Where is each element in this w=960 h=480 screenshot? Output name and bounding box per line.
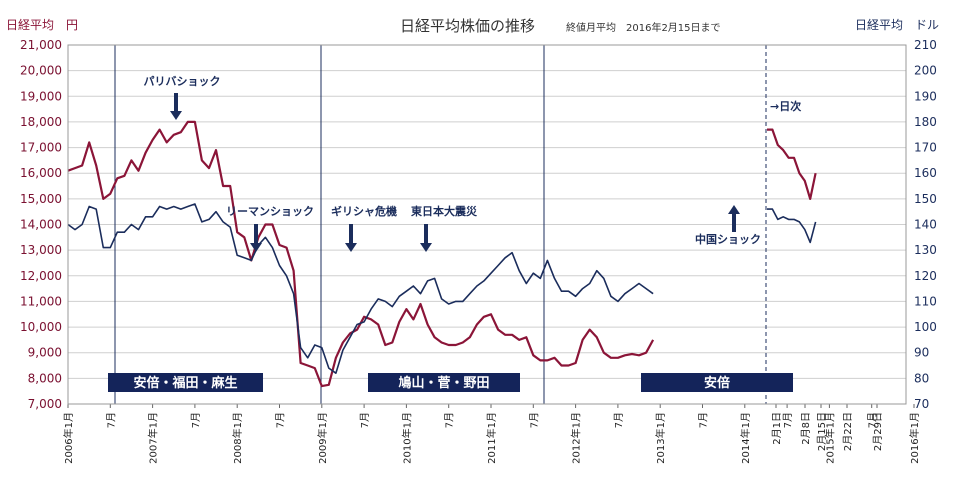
x-tick-label: 2009年1月	[316, 412, 329, 464]
x-tick-label: 7月	[698, 412, 710, 428]
annotation-label: 中国ショック	[695, 232, 761, 246]
left-tick-label: 11,000	[20, 294, 62, 308]
left-tick-label: 14,000	[20, 218, 62, 232]
x-tick-label: 2月15日	[816, 412, 828, 451]
x-tick-label: 7月	[105, 412, 117, 428]
right-tick-label: 120	[914, 269, 937, 283]
right-tick-label: 110	[914, 294, 937, 308]
era-label: 鳩山・菅・野田	[398, 375, 489, 391]
x-tick-label: 2月22日	[842, 412, 854, 451]
x-tick-label: 7月	[275, 412, 287, 428]
series-line-monthly	[67, 120, 655, 388]
annotation-label: →日次	[770, 99, 801, 113]
era-box	[368, 373, 520, 392]
x-tick-label: 7月	[613, 412, 625, 428]
annotation-label: リーマンショック	[226, 205, 314, 218]
left-tick-label: 8,000	[28, 371, 62, 385]
x-tick-label: 7月	[190, 412, 202, 428]
right-axis-title: 日経平均 ドル	[855, 18, 939, 32]
x-tick-label: 2008年1月	[231, 412, 244, 464]
annotation-arrow-head	[250, 243, 262, 252]
x-tick-label: 2012年1月	[570, 412, 583, 464]
right-tick-label: 90	[914, 346, 929, 360]
left-tick-label: 21,000	[20, 38, 62, 52]
plot-frame	[67, 44, 907, 405]
left-tick-label: 19,000	[20, 89, 62, 103]
right-tick-label: 160	[914, 166, 937, 180]
x-tick-label: 2011年1月	[485, 412, 498, 464]
right-tick-label: 70	[914, 397, 929, 411]
x-tick-label: 7月	[359, 412, 371, 428]
chart-subtitle: 終値月平均 2016年2月15日まで	[566, 21, 721, 34]
era-label: 安倍	[704, 375, 730, 391]
series-line-monthly	[67, 203, 654, 374]
x-tick-label: 7月	[782, 412, 794, 428]
era-boxes: 安倍・福田・麻生 鳩山・菅・野田 安倍	[108, 45, 793, 404]
left-axis-title: 日経平均 円	[6, 18, 78, 32]
x-tick-label: 2月1日	[771, 412, 783, 445]
era-label: 安倍・福田・麻生	[133, 375, 237, 391]
annotation-arrow-head	[345, 243, 357, 252]
right-tick-label: 80	[914, 371, 929, 385]
left-tick-label: 16,000	[20, 166, 62, 180]
left-tick-label: 18,000	[20, 115, 62, 129]
left-tick-label: 7,000	[28, 397, 62, 411]
chart-title: 日経平均株価の推移	[400, 17, 535, 35]
left-tick-label: 13,000	[20, 243, 62, 257]
x-tick-label: 2月8日	[800, 412, 812, 445]
right-tick-label: 100	[914, 320, 937, 334]
x-tick-label: 2014年1月	[739, 412, 752, 464]
right-tick-label: 130	[914, 243, 937, 257]
era-box	[108, 373, 263, 392]
x-axis-ticks: 2006年1月 7月 2007年1月 7月 2008年1月 7月 2009年1月 7月 2010…	[62, 404, 921, 464]
x-tick-label: 2010年1月	[400, 412, 413, 464]
annotation-arrow-head	[728, 205, 740, 214]
left-tick-label: 9,000	[28, 346, 62, 360]
x-tick-label: 2006年1月	[62, 412, 75, 464]
x-tick-label: 2013年1月	[654, 412, 667, 464]
x-tick-label: 2007年1月	[147, 412, 160, 464]
left-tick-label: 15,000	[20, 192, 62, 206]
right-tick-label: 210	[914, 38, 937, 52]
series-line-daily	[767, 128, 817, 200]
x-tick-label: 2016年1月	[908, 412, 921, 464]
annotation-label: パリバショック	[144, 75, 221, 88]
left-tick-label: 10,000	[20, 320, 62, 334]
series-lines	[67, 120, 817, 388]
x-tick-label: 7月	[444, 412, 456, 428]
left-tick-label: 12,000	[20, 269, 62, 283]
x-tick-label: 2015年1月	[823, 412, 836, 464]
right-tick-label: 200	[914, 64, 937, 78]
annotation-arrow-head	[170, 111, 182, 120]
x-tick-label: 7月	[528, 412, 540, 428]
right-tick-label: 170	[914, 141, 937, 155]
right-tick-label: 190	[914, 89, 937, 103]
annotation-label: 東日本大震災	[411, 204, 478, 218]
x-tick-label: 7月	[867, 412, 879, 428]
series-line-daily	[767, 208, 817, 244]
x-tick-label: 2月29日	[872, 412, 884, 451]
right-tick-label: 150	[914, 192, 937, 206]
annotation-label: ギリシャ危機	[331, 204, 397, 218]
grid-lines	[68, 44, 906, 405]
right-tick-label: 180	[914, 115, 937, 129]
right-tick-label: 140	[914, 218, 937, 232]
annotation-arrow-head	[420, 243, 432, 252]
left-tick-label: 20,000	[20, 64, 62, 78]
right-axis-ticks: 70 80 90 100 110 120 130 140 150 160 170 180 190 200 2…	[914, 38, 937, 411]
left-axis-ticks: 7,000 8,000 9,000 10,000 11,000 12,000 13,000 1…	[20, 38, 62, 411]
left-tick-label: 17,000	[20, 141, 62, 155]
era-box	[641, 373, 793, 392]
